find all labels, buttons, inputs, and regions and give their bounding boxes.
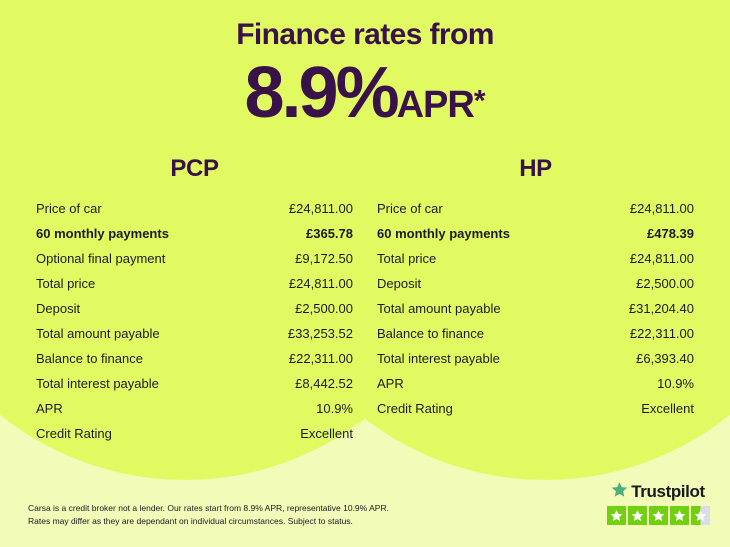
row-value: £24,811.00 (629, 201, 694, 216)
row-value: £31,204.40 (628, 301, 694, 316)
row-value: £22,311.00 (288, 351, 353, 366)
trustpilot-widget[interactable]: Trustpilot (604, 481, 712, 525)
row-label: Price of car (36, 201, 102, 216)
row-label: APR (377, 376, 404, 391)
row-value: Excellent (641, 401, 694, 416)
table-row: Deposit £2,500.00 (377, 271, 694, 296)
apr-headline: 8.9%APR* (0, 57, 730, 129)
trustpilot-star-rating (604, 506, 712, 525)
table-row: Total price £24,811.00 (36, 271, 353, 296)
finance-table-hp: Price of car £24,811.00 60 monthly payment… (371, 196, 700, 421)
row-value: £24,811.00 (629, 251, 694, 266)
finance-comparison: PCP Price of car £24,811.00 60 monthly pay… (0, 155, 730, 446)
trustpilot-logo: Trustpilot (604, 481, 712, 503)
trustpilot-wordmark-text: Trustpilot (631, 482, 705, 501)
trustpilot-star-full (669, 506, 689, 525)
column-heading-hp: HP (519, 155, 552, 182)
row-label: Total amount payable (36, 326, 160, 341)
row-value: £2,500.00 (636, 276, 694, 291)
table-row: Price of car £24,811.00 (36, 196, 353, 221)
header: Finance rates from 8.9%APR* (0, 0, 730, 129)
row-label: Total price (377, 251, 437, 266)
row-label: Deposit (36, 301, 81, 316)
row-value: £24,811.00 (288, 201, 353, 216)
row-label: Credit Rating (377, 401, 453, 416)
table-row: Credit Rating Excellent (377, 396, 694, 421)
disclaimer-line-2: Rates may differ as they are dependant o… (28, 516, 353, 526)
finance-table-pcp: Price of car £24,811.00 60 monthly payment… (30, 196, 359, 446)
trustpilot-star-full (606, 506, 626, 525)
page-title: Finance rates from (236, 18, 494, 51)
row-value: £33,253.52 (287, 326, 353, 341)
table-row: Balance to finance £22,311.00 (36, 346, 353, 371)
table-row: 60 monthly payments £478.39 (377, 221, 694, 246)
row-label: Optional final payment (36, 251, 166, 266)
table-row: Total interest payable £6,393.40 (377, 346, 694, 371)
apr-footnote-marker: * (473, 84, 486, 118)
row-label: Total interest payable (377, 351, 500, 366)
trustpilot-star-full (627, 506, 647, 525)
table-row: Total price £24,811.00 (377, 246, 694, 271)
row-value: £9,172.50 (295, 251, 353, 266)
table-row: Credit Rating Excellent (36, 421, 353, 446)
table-row: Total amount payable £33,253.52 (36, 321, 353, 346)
table-row: Optional final payment £9,172.50 (36, 246, 353, 271)
row-value: Excellent (300, 426, 353, 441)
table-row: Price of car £24,811.00 (377, 196, 694, 221)
row-label: Deposit (377, 276, 422, 291)
finance-column-hp: HP Price of car £24,811.00 60 monthly paym… (365, 155, 706, 446)
row-label: 60 monthly payments (36, 226, 169, 241)
row-value: £22,311.00 (629, 326, 694, 341)
finance-column-pcp: PCP Price of car £24,811.00 60 monthly pay… (24, 155, 365, 446)
apr-rate-unit: APR (396, 84, 475, 126)
table-row: Total amount payable £31,204.40 (377, 296, 694, 321)
row-label: Balance to finance (377, 326, 484, 341)
row-label: 60 monthly payments (377, 226, 510, 241)
trustpilot-star-full (648, 506, 668, 525)
table-row: APR 10.9% (36, 396, 353, 421)
row-value: £24,811.00 (288, 276, 353, 291)
column-heading-pcp: PCP (170, 155, 219, 182)
row-value: £365.78 (306, 226, 353, 241)
disclaimer-text: Carsa is a credit broker not a lender. O… (28, 502, 389, 528)
table-row: Balance to finance £22,311.00 (377, 321, 694, 346)
row-label: APR (36, 401, 63, 416)
row-label: Total interest payable (36, 376, 159, 391)
row-label: Balance to finance (36, 351, 143, 366)
trustpilot-star-icon (611, 481, 628, 503)
row-label: Price of car (377, 201, 443, 216)
table-row: Total interest payable £8,442.52 (36, 371, 353, 396)
footer: Carsa is a credit broker not a lender. O… (0, 472, 730, 547)
row-value: 10.9% (657, 376, 694, 391)
table-row: 60 monthly payments £365.78 (36, 221, 353, 246)
row-value: £6,393.40 (636, 351, 694, 366)
disclaimer-line-1: Carsa is a credit broker not a lender. O… (28, 503, 389, 513)
apr-rate-value: 8.9% (244, 53, 399, 133)
row-value: £8,442.52 (295, 376, 353, 391)
row-value: £2,500.00 (295, 301, 353, 316)
trustpilot-star-half (690, 506, 710, 525)
row-label: Credit Rating (36, 426, 112, 441)
row-value: £478.39 (647, 226, 694, 241)
row-value: 10.9% (316, 401, 353, 416)
row-label: Total amount payable (377, 301, 501, 316)
table-row: Deposit £2,500.00 (36, 296, 353, 321)
table-row: APR 10.9% (377, 371, 694, 396)
row-label: Total price (36, 276, 96, 291)
